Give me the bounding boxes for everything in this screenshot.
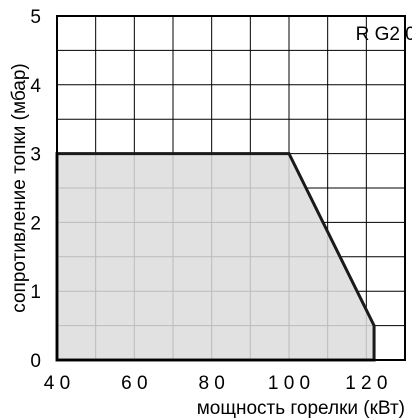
working-field-area: [57, 153, 375, 360]
y-tick-label: 0: [30, 351, 41, 372]
y-axis-label: сопротивление топки (мбар): [9, 63, 30, 313]
y-tick-label: 2: [30, 213, 41, 234]
y-tick-label: 3: [30, 145, 41, 166]
y-tick-label: 5: [30, 7, 41, 28]
y-tick-label: 4: [30, 76, 41, 97]
working-field: [55, 152, 376, 362]
x-tick-label: 1 0 0: [268, 373, 310, 394]
x-axis-label: мощность горелки (кВт): [197, 398, 405, 419]
x-tick-label: 4 0: [44, 373, 70, 394]
y-tick-label: 1: [30, 282, 41, 303]
model-label: R G2 0: [356, 24, 412, 45]
tick-labels: 4 0 6 0 8 0 1 0 0 1 2 0 0 1 2 3 4 5: [30, 7, 387, 394]
x-tick-label: 6 0: [121, 373, 147, 394]
plot-frame: [56, 15, 406, 361]
x-tick-label: 8 0: [198, 373, 224, 394]
x-tick-label: 1 2 0: [345, 373, 387, 394]
